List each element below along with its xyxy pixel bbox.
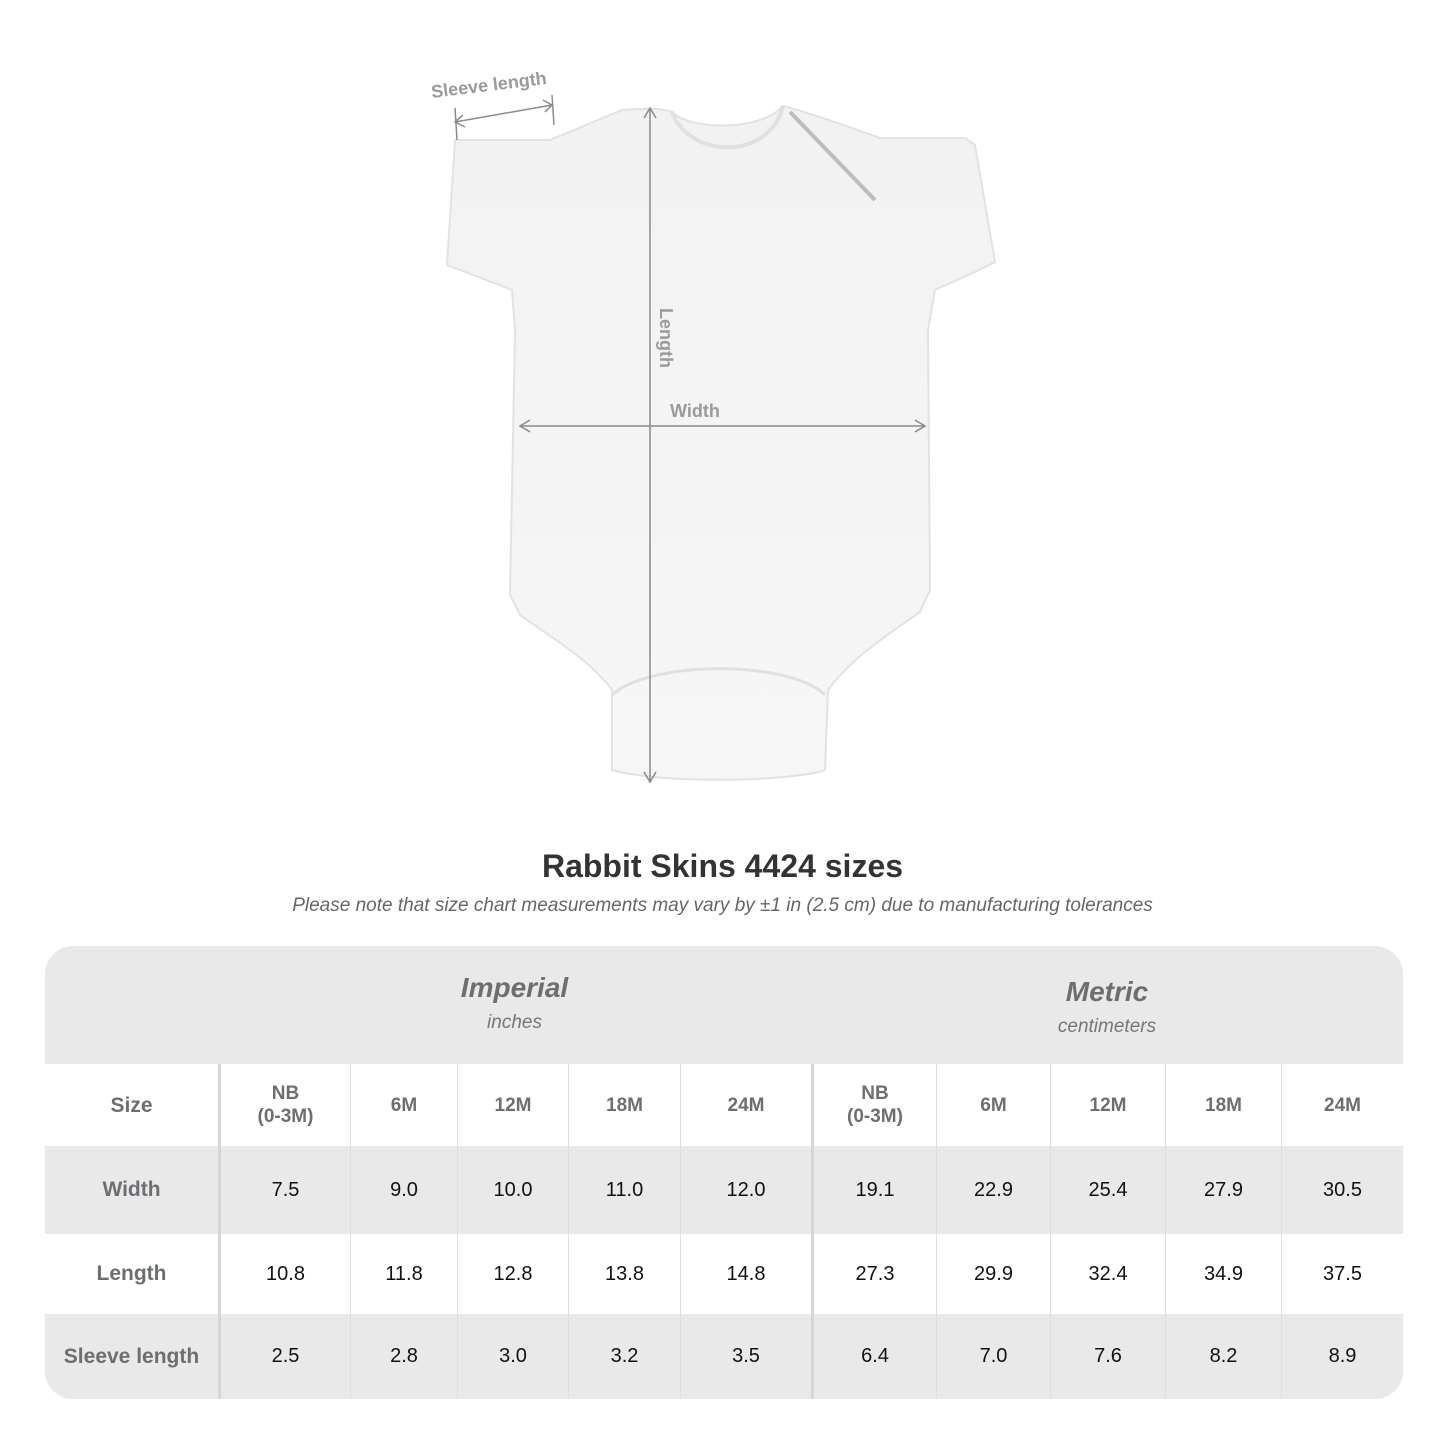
imperial-value-cell: 10.8 [218, 1234, 350, 1314]
metric-value-cell: 29.9 [936, 1234, 1050, 1314]
row-label: Sleeve length [63, 1344, 200, 1368]
size-header-cell: 24M [1281, 1064, 1403, 1146]
metric-value-cell: 37.5 [1281, 1234, 1403, 1314]
size-header-cell: 12M [457, 1064, 568, 1146]
imperial-value-cell: 2.5 [218, 1314, 350, 1399]
imperial-value-cell: 2.8 [350, 1314, 457, 1399]
size-header-cell: 6M [350, 1064, 457, 1146]
metric-value-cell: 32.4 [1050, 1234, 1165, 1314]
imperial-value-cell: 13.8 [568, 1234, 680, 1314]
imperial-value-cell: 3.0 [457, 1314, 568, 1399]
table-row: Length 10.8 11.8 12.8 13.8 14.8 27.3 29.9 32.4 34… [45, 1234, 1403, 1314]
size-header-row: Size NB (0-3M) 6M 12M 18M 24M NB (0-3M) 6M 12M 18… [45, 1064, 1403, 1146]
onesie-body [445, 104, 997, 781]
imperial-value-cell: 9.0 [350, 1146, 457, 1234]
metric-value-cell: 34.9 [1165, 1234, 1281, 1314]
metric-value-cell: 7.6 [1050, 1314, 1165, 1399]
page-title: Rabbit Skins 4424 sizes [541, 848, 904, 884]
size-header-cell: 18M [1165, 1064, 1281, 1146]
imperial-value-cell: 12.0 [680, 1146, 811, 1234]
metric-value-cell: 8.9 [1281, 1314, 1403, 1399]
metric-value-cell: 7.0 [936, 1314, 1050, 1399]
row-label: Length [96, 1262, 167, 1285]
sleeve-length-label: Sleeve length [430, 68, 548, 102]
size-chart-table: Imperial inches Metric centimeters Size N… [45, 946, 1403, 1399]
row-label: Width [102, 1178, 161, 1201]
size-header-cell: NB (0-3M) [811, 1064, 936, 1146]
snap-flap [610, 667, 827, 697]
metric-value-cell: 6.4 [811, 1314, 936, 1399]
metric-value-cell: 27.9 [1165, 1146, 1281, 1234]
table-row: Width 7.5 9.0 10.0 11.0 12.0 19.1 22.9 25.4 27.9 3… [45, 1146, 1403, 1234]
metric-value-cell: 30.5 [1281, 1146, 1403, 1234]
width-label: Width [670, 401, 720, 421]
imperial-value-cell: 14.8 [680, 1234, 811, 1314]
page-subtitle: Please note that size chart measurements… [292, 895, 1153, 916]
neckline [670, 105, 785, 150]
metric-value-cell: 19.1 [811, 1146, 936, 1234]
metric-title: Metric [1065, 976, 1149, 1007]
imperial-value-cell: 11.0 [568, 1146, 680, 1234]
measurement-lines [453, 94, 927, 784]
length-label: Length [656, 308, 676, 368]
size-header-cell: 6M [936, 1064, 1050, 1146]
metric-value-cell: 8.2 [1165, 1314, 1281, 1399]
metric-header: Metric centimeters [811, 946, 1403, 1094]
size-header-cell: 24M [680, 1064, 811, 1146]
metric-value-cell: 27.3 [811, 1234, 936, 1314]
imperial-value-cell: 12.8 [457, 1234, 568, 1314]
metric-unit: centimeters [1057, 1016, 1157, 1037]
size-label: Size [110, 1093, 153, 1117]
imperial-value-cell: 10.0 [457, 1146, 568, 1234]
imperial-unit: inches [487, 1012, 542, 1033]
size-header-cell: 12M [1050, 1064, 1165, 1146]
imperial-value-cell: 7.5 [218, 1146, 350, 1234]
size-header-cell: NB (0-3M) [218, 1064, 350, 1146]
lap-shoulder-shadow [788, 110, 877, 202]
table-row: Sleeve length 2.5 2.8 3.0 3.2 3.5 6.4 7.0 7.6 8.2… [45, 1314, 1403, 1399]
imperial-value-cell: 3.2 [568, 1314, 680, 1399]
onesie-illustration: Sleeve length Length Width [430, 68, 997, 784]
size-header-cell: 18M [568, 1064, 680, 1146]
imperial-title: Imperial [460, 972, 569, 1003]
imperial-value-cell: 11.8 [350, 1234, 457, 1314]
metric-value-cell: 25.4 [1050, 1146, 1165, 1234]
imperial-header: Imperial inches [218, 946, 811, 1090]
metric-value-cell: 22.9 [936, 1146, 1050, 1234]
imperial-value-cell: 3.5 [680, 1314, 811, 1399]
